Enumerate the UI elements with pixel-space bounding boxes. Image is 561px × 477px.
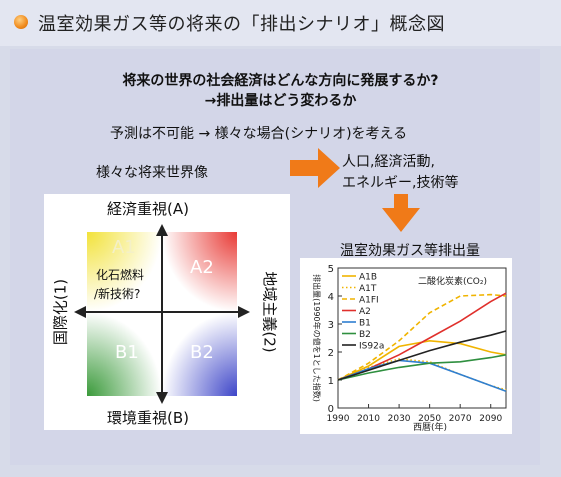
question-line-2: →排出量はどう変わるか <box>204 93 357 109</box>
a1-note-line-1: 化石燃料 <box>96 268 145 282</box>
chart-title: 温室効果ガス等排出量 <box>340 243 480 259</box>
label-a1: A1 <box>112 237 136 258</box>
x-tick-label: 2030 <box>388 414 411 424</box>
chart-box <box>300 258 512 434</box>
legend-label-a1t: A1T <box>359 284 377 294</box>
arrow-up-icon <box>156 224 168 236</box>
x-tick-label: 2010 <box>357 414 380 424</box>
series-line-a1fi <box>337 293 507 381</box>
down-arrow-icon <box>382 194 420 232</box>
factors-line-1: 人口,経済活動, <box>342 154 435 170</box>
axis-regionalism: 地域主義(2) <box>260 271 279 353</box>
x-tick-label: 2090 <box>479 414 502 424</box>
series-line-a1b <box>337 339 507 381</box>
plot-frame <box>337 267 507 409</box>
factors-line-2: エネルギー,技術等 <box>342 175 459 191</box>
y-tick-label: 1 <box>328 376 334 387</box>
right-arrow-icon <box>290 148 340 188</box>
x-tick-label: 2050 <box>418 414 441 424</box>
a1-note-line-2: /新技術? <box>94 287 141 301</box>
legend-label-a1b: A1B <box>359 273 377 283</box>
legend-label-a2: A2 <box>359 307 371 317</box>
y-tick-label: 4 <box>328 292 334 303</box>
label-a2: A2 <box>190 257 214 278</box>
legend-label-a1fi: A1FI <box>359 296 379 306</box>
gas-label: 二酸化炭素(CO₂) <box>418 275 487 287</box>
legend-label-is92a: IS92a <box>359 342 384 352</box>
arrow-right-icon <box>238 306 250 318</box>
unpredictable-note: 予測は不可能 → 様々な場合(シナリオ)を考える <box>110 126 408 142</box>
axis-economy: 経済重視(A) <box>107 200 189 218</box>
quadrant-b1 <box>87 312 162 396</box>
arrow-left-icon <box>74 306 86 318</box>
header-bar: 温室効果ガス等の将来の「排出シナリオ」概念図 <box>0 0 561 46</box>
label-b2: B2 <box>190 342 214 363</box>
page-title: 温室効果ガス等の将来の「排出シナリオ」概念図 <box>38 14 445 35</box>
quadrant-b2 <box>162 312 237 396</box>
y-tick-label: 5 <box>328 264 334 275</box>
series-line-is92a <box>337 330 507 381</box>
x-axis-label: 西暦(年) <box>413 421 447 433</box>
y-tick-label: 0 <box>328 404 334 415</box>
legend-label-b2: B2 <box>359 330 371 340</box>
future-worlds-label: 様々な将来世界像 <box>96 165 208 181</box>
label-b1: B1 <box>115 342 139 363</box>
orange-bullet-icon <box>14 15 28 29</box>
y-tick-label: 2 <box>328 348 334 359</box>
emissions-chart: 0 1 2 3 4 5 1990 2010 2030 2050 2070 2090 西暦(年) 排出量(1… <box>312 264 507 433</box>
axis-globalization: 国際化(1) <box>51 278 70 346</box>
axis-environment: 環境重視(B) <box>107 409 189 427</box>
arrow-down-icon <box>156 392 168 404</box>
quadrant-a2 <box>162 232 237 312</box>
quadrant-a1 <box>87 232 162 312</box>
y-axis-label: 排出量(1990年の値を1とした指数) <box>312 274 322 402</box>
series-line-b2 <box>337 354 507 381</box>
y-tick-label: 3 <box>328 320 334 331</box>
legend-label-b1: B1 <box>359 319 371 329</box>
x-tick-label: 1990 <box>327 414 350 424</box>
scenario-quadrant-diagram <box>74 224 250 404</box>
question-line-1: 将来の世界の社会経済はどんな方向に発展するか? <box>122 73 439 89</box>
x-tick-label: 2070 <box>449 414 472 424</box>
